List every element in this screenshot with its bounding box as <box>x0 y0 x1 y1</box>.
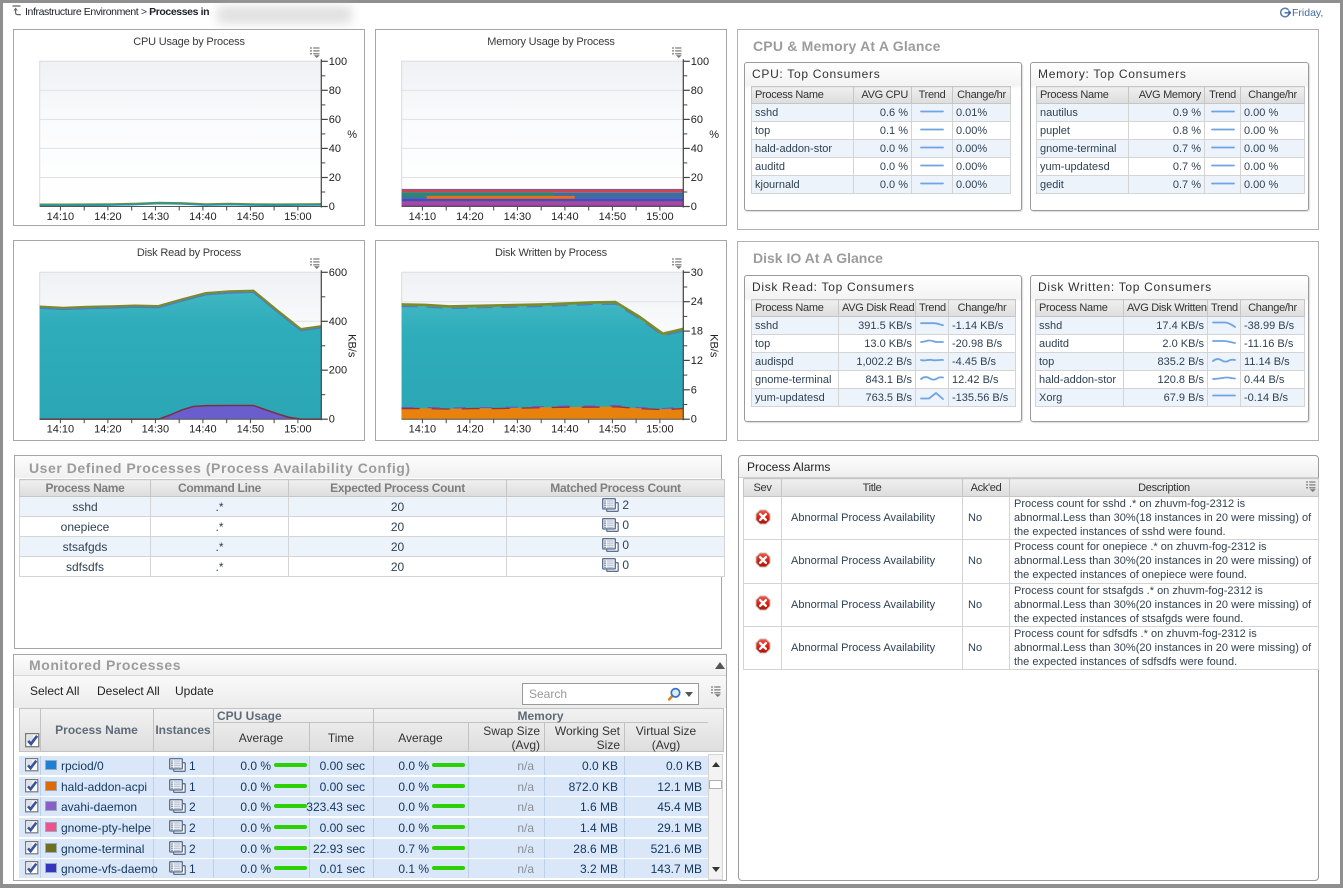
svg-text:14:50: 14:50 <box>599 424 627 436</box>
svg-text:15:00: 15:00 <box>284 211 312 223</box>
svg-text:100: 100 <box>329 56 347 68</box>
svg-text:KB/s: KB/s <box>707 334 719 358</box>
svg-text:200: 200 <box>329 365 347 377</box>
svg-text:6: 6 <box>691 384 697 396</box>
svg-text:60: 60 <box>691 114 703 126</box>
svg-text:14:30: 14:30 <box>142 424 170 436</box>
svg-text:24: 24 <box>691 296 703 308</box>
svg-text:%: % <box>347 129 357 141</box>
svg-text:14:50: 14:50 <box>599 211 627 223</box>
svg-text:KB/s: KB/s <box>345 334 357 358</box>
svg-text:20: 20 <box>691 172 703 184</box>
svg-text:14:40: 14:40 <box>189 424 217 436</box>
svg-text:14:30: 14:30 <box>142 211 170 223</box>
svg-text:60: 60 <box>329 114 341 126</box>
svg-text:40: 40 <box>691 143 703 155</box>
svg-text:14:50: 14:50 <box>237 211 265 223</box>
svg-text:30: 30 <box>691 267 703 279</box>
svg-text:14:40: 14:40 <box>551 211 579 223</box>
svg-text:600: 600 <box>329 267 347 279</box>
svg-text:0: 0 <box>329 414 335 426</box>
svg-text:14:40: 14:40 <box>551 424 579 436</box>
svg-text:80: 80 <box>691 85 703 97</box>
svg-text:0: 0 <box>691 414 697 426</box>
svg-text:14:20: 14:20 <box>94 424 122 436</box>
svg-text:14:20: 14:20 <box>456 424 484 436</box>
svg-text:18: 18 <box>691 326 703 338</box>
svg-text:14:30: 14:30 <box>504 424 532 436</box>
svg-text:12: 12 <box>691 355 703 367</box>
svg-text:14:20: 14:20 <box>94 211 122 223</box>
svg-text:15:00: 15:00 <box>646 424 674 436</box>
svg-text:14:10: 14:10 <box>409 424 437 436</box>
svg-text:20: 20 <box>329 172 341 184</box>
svg-text:0: 0 <box>329 201 335 213</box>
svg-text:14:40: 14:40 <box>189 211 217 223</box>
svg-text:400: 400 <box>329 316 347 328</box>
svg-text:14:10: 14:10 <box>47 211 75 223</box>
svg-text:100: 100 <box>691 56 709 68</box>
svg-text:15:00: 15:00 <box>646 211 674 223</box>
svg-text:40: 40 <box>329 143 341 155</box>
svg-text:14:20: 14:20 <box>456 211 484 223</box>
svg-text:14:30: 14:30 <box>504 211 532 223</box>
svg-text:14:50: 14:50 <box>237 424 265 436</box>
svg-text:80: 80 <box>329 85 341 97</box>
svg-text:15:00: 15:00 <box>284 424 312 436</box>
svg-text:14:10: 14:10 <box>409 211 437 223</box>
svg-text:%: % <box>709 129 719 141</box>
svg-text:0: 0 <box>691 201 697 213</box>
svg-text:14:10: 14:10 <box>47 424 75 436</box>
